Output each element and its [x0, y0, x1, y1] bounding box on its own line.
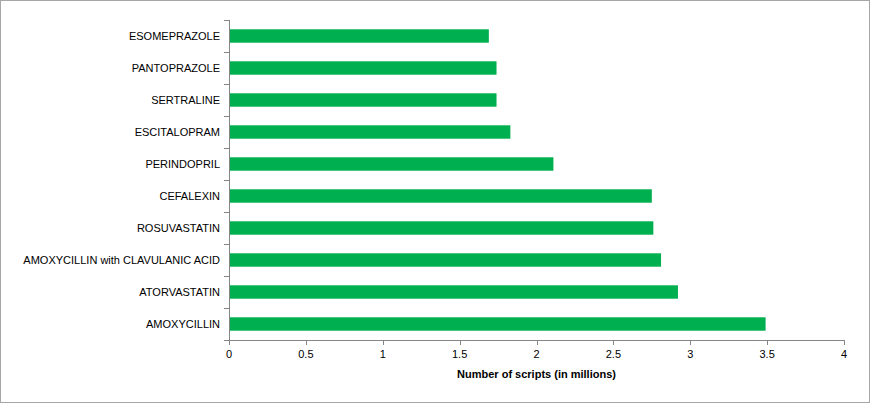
- y-tick: [224, 212, 229, 213]
- y-tick: [224, 20, 229, 21]
- bar: [229, 93, 497, 106]
- y-tick-label: PANTOPRAZOLE: [132, 62, 220, 74]
- x-tick: [767, 340, 768, 345]
- bar: [229, 285, 678, 298]
- x-tick: [844, 340, 845, 345]
- y-tick-label: ESOMEPRAZOLE: [129, 30, 220, 42]
- chart-frame: [1, 1, 870, 403]
- x-tick-label: 2.5: [606, 348, 621, 360]
- x-tick-label: 0: [226, 348, 232, 360]
- x-axis-line: [229, 340, 844, 341]
- chart-container: 0 0.5 1 1.5 2 2.5 3 3.5 4 ESOMEPRAZOLE PANTOPRAZOL…: [0, 0, 870, 403]
- y-tick-label: ATORVASTATIN: [139, 286, 220, 298]
- y-tick-label: CEFALEXIN: [159, 190, 220, 202]
- y-tick-label: AMOXYCILLIN with CLAVULANIC ACID: [23, 254, 220, 266]
- y-tick: [224, 340, 229, 341]
- y-tick-label: ESCITALOPRAM: [135, 126, 220, 138]
- y-tick-label: ROSUVASTATIN: [137, 222, 220, 234]
- x-tick-label: 3: [687, 348, 693, 360]
- y-tick: [224, 84, 229, 85]
- x-tick: [690, 340, 691, 345]
- y-axis-line: [229, 20, 230, 340]
- bar: [229, 253, 661, 266]
- y-tick: [224, 244, 229, 245]
- x-tick-label: 3.5: [759, 348, 774, 360]
- x-tick-label: 2: [533, 348, 539, 360]
- x-tick-label: 1: [380, 348, 386, 360]
- y-tick: [224, 276, 229, 277]
- bar: [229, 29, 489, 42]
- x-axis-title: Number of scripts (in millions): [457, 368, 616, 380]
- x-tick: [229, 340, 230, 345]
- y-tick: [224, 116, 229, 117]
- bar: [229, 189, 652, 202]
- bar: [229, 61, 497, 74]
- chart-svg: 0 0.5 1 1.5 2 2.5 3 3.5 4 ESOMEPRAZOLE PANTOPRAZOL…: [0, 0, 870, 403]
- x-tick-label: 1.5: [452, 348, 467, 360]
- x-tick-label: 0.5: [298, 348, 313, 360]
- x-tick: [460, 340, 461, 345]
- x-tick: [613, 340, 614, 345]
- bar: [229, 317, 766, 330]
- y-tick: [224, 52, 229, 53]
- y-tick: [224, 148, 229, 149]
- y-tick-label: PERINDOPRIL: [145, 158, 220, 170]
- y-tick-label: SERTRALINE: [151, 94, 220, 106]
- x-tick: [537, 340, 538, 345]
- bar: [229, 125, 510, 138]
- bar: [229, 221, 653, 234]
- x-tick-label: 4: [841, 348, 847, 360]
- bar: [229, 157, 553, 170]
- x-tick: [306, 340, 307, 345]
- y-tick: [224, 308, 229, 309]
- y-tick-label: AMOXYCILLIN: [146, 318, 220, 330]
- x-tick: [383, 340, 384, 345]
- y-tick: [224, 180, 229, 181]
- bars: [229, 29, 766, 330]
